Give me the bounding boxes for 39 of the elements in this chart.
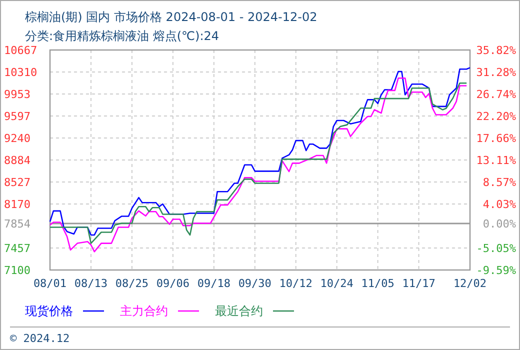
y2-tick-label: 8.57% — [482, 176, 516, 189]
x-tick-label: 09/30 — [238, 277, 272, 290]
y2-tick-label: 31.28% — [476, 66, 516, 79]
x-tick-label: 09/18 — [197, 277, 230, 290]
chart-title: 棕榈油(期) 国内 市场价格 2024-08-01 - 2024-12-02 — [25, 10, 318, 24]
y-tick-label: 7100 — [4, 264, 30, 277]
legend-label: 最近合约 — [215, 304, 263, 318]
y-tick-label: 9240 — [4, 132, 30, 145]
y-tick-label: 9953 — [4, 88, 30, 101]
y2-tick-label: 0.00% — [482, 217, 516, 230]
y-tick-label: 7854 — [4, 217, 31, 230]
y-tick-label: 10310 — [4, 66, 38, 79]
y2-tick-label: 22.20% — [476, 110, 516, 123]
y2-tick-label: 4.03% — [482, 198, 516, 211]
y-tick-label: 8884 — [4, 154, 31, 167]
text: © 2024.12 — [10, 332, 70, 345]
legend-label: 主力合约 — [120, 304, 168, 318]
y2-tick-label: 13.11% — [476, 154, 516, 167]
y2-tick-label: 17.66% — [476, 132, 516, 145]
x-tick-label: 08/01 — [33, 277, 67, 290]
y2-tick-label: -5.05% — [476, 242, 516, 255]
x-tick-label: 11/17 — [402, 277, 436, 290]
y-tick-label: 9597 — [4, 110, 30, 123]
y-tick-label: 7457 — [4, 242, 30, 255]
y-tick-label: 8527 — [4, 176, 30, 189]
y-tick-label: 8170 — [4, 198, 30, 211]
x-tick-label: 10/12 — [279, 277, 312, 290]
x-tick-label: 12/02 — [453, 277, 487, 290]
y-tick-label: 10667 — [4, 44, 38, 57]
x-tick-label: 08/25 — [115, 277, 149, 290]
chart-subtitle: 分类:食用精炼棕榈液油 熔点(℃):24 — [25, 29, 220, 43]
y2-tick-label: 26.74% — [476, 88, 516, 101]
y2-tick-label: -9.59% — [476, 264, 516, 277]
x-tick-label: 10/24 — [320, 277, 354, 290]
y2-tick-label: 35.82% — [476, 44, 516, 57]
x-tick-label: 11/05 — [361, 277, 394, 290]
legend-label: 现货价格 — [25, 304, 73, 318]
x-tick-label: 08/13 — [74, 277, 108, 290]
x-tick-label: 09/06 — [156, 277, 190, 290]
